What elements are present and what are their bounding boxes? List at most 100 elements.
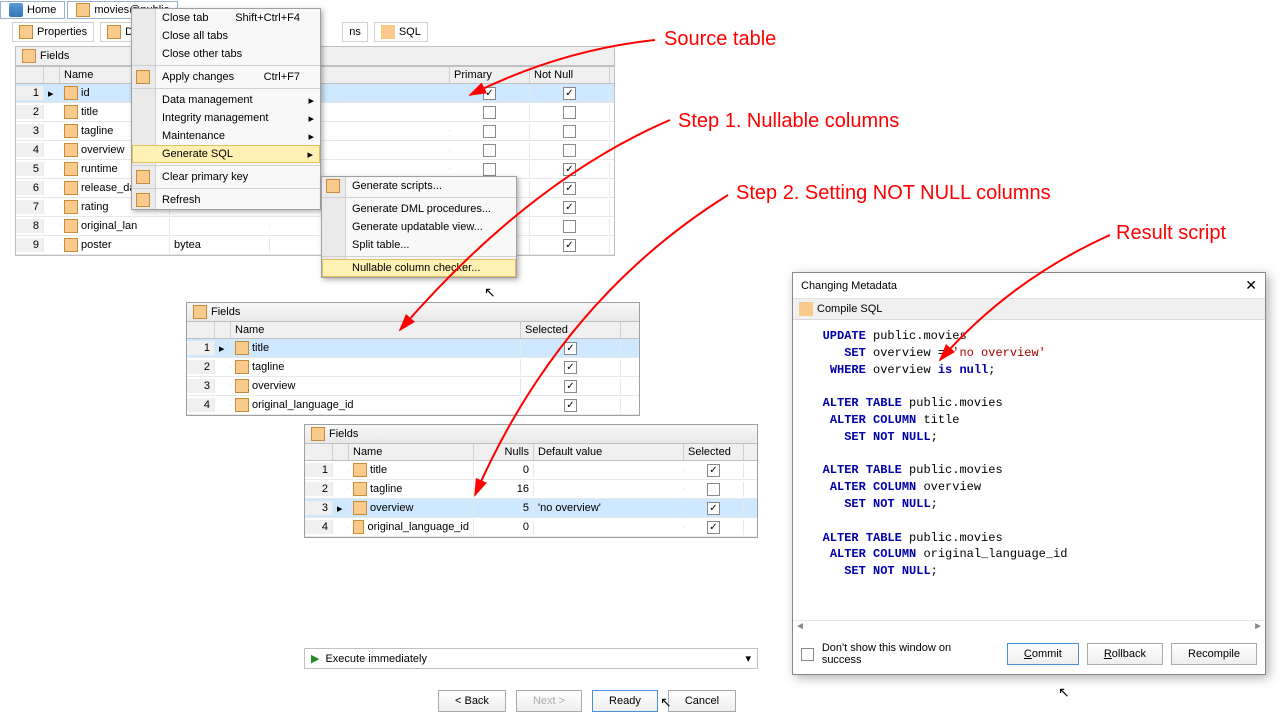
sql-text-area[interactable]: UPDATE public.movies SET overview = 'no … bbox=[793, 320, 1265, 620]
table-row[interactable]: 2 tagline16 bbox=[305, 480, 757, 499]
column-icon bbox=[64, 238, 78, 252]
primary-checkbox[interactable] bbox=[483, 125, 496, 138]
dropdown-icon[interactable]: ▾ bbox=[745, 652, 751, 665]
scroll-left-icon[interactable]: ◄ bbox=[795, 621, 805, 632]
s2-name-header[interactable]: Name bbox=[349, 444, 474, 460]
column-icon bbox=[64, 162, 78, 176]
menu-item[interactable]: Apply changesCtrl+F7 bbox=[132, 68, 320, 86]
notnull-checkbox[interactable] bbox=[563, 125, 576, 138]
primary-checkbox[interactable] bbox=[483, 106, 496, 119]
compile-sql-button[interactable]: Compile SQL bbox=[817, 303, 882, 315]
notnull-checkbox[interactable] bbox=[563, 182, 576, 195]
annotation-step2: Step 2. Setting NOT NULL columns bbox=[736, 182, 1051, 205]
menu-item[interactable]: Close all tabs bbox=[132, 27, 320, 45]
dialog-title-text: Changing Metadata bbox=[801, 280, 897, 292]
dont-show-label: Don't show this window on success bbox=[822, 642, 991, 666]
selected-checkbox[interactable] bbox=[707, 483, 720, 496]
column-icon bbox=[235, 341, 249, 355]
fields-icon bbox=[193, 305, 207, 319]
dialog-toolbar: Compile SQL bbox=[793, 299, 1265, 320]
dont-show-checkbox[interactable] bbox=[801, 648, 814, 661]
table-row[interactable]: 1 title0 bbox=[305, 461, 757, 480]
home-tab[interactable]: Home bbox=[0, 1, 65, 19]
close-icon[interactable]: ✕ bbox=[1245, 277, 1257, 294]
s2-default-header[interactable]: Default value bbox=[534, 444, 684, 460]
menu-item[interactable]: Close other tabs bbox=[132, 45, 320, 63]
s1-name-header[interactable]: Name bbox=[231, 322, 521, 338]
table-row[interactable]: 8original_lan bbox=[16, 217, 614, 236]
ready-button[interactable]: Ready bbox=[592, 690, 658, 712]
s1-selected-header[interactable]: Selected bbox=[521, 322, 621, 338]
table-row[interactable]: 4 original_language_id bbox=[187, 396, 639, 415]
notnull-checkbox[interactable] bbox=[563, 144, 576, 157]
menu-item[interactable]: Close tabShift+Ctrl+F4 bbox=[132, 9, 320, 27]
scroll-right-icon[interactable]: ► bbox=[1253, 621, 1263, 632]
menu-item[interactable]: Maintenance▸ bbox=[132, 127, 320, 145]
menu-item[interactable]: Generate updatable view... bbox=[322, 218, 516, 236]
props-icon bbox=[19, 25, 33, 39]
home-tab-label: Home bbox=[27, 4, 56, 16]
menu-item[interactable]: Data management▸ bbox=[132, 91, 320, 109]
table-row[interactable]: 3▸ overview5'no overview' bbox=[305, 499, 757, 518]
notnull-checkbox[interactable] bbox=[563, 163, 576, 176]
primary-checkbox[interactable] bbox=[483, 87, 496, 100]
selected-checkbox[interactable] bbox=[564, 399, 577, 412]
context-menu: Close tabShift+Ctrl+F4Close all tabsClos… bbox=[131, 8, 321, 210]
menu-item[interactable]: Integrity management▸ bbox=[132, 109, 320, 127]
recompile-button[interactable]: Recompile bbox=[1171, 643, 1257, 665]
menu-item[interactable]: Clear primary key bbox=[132, 168, 320, 186]
selected-checkbox[interactable] bbox=[564, 342, 577, 355]
s2-selected-header[interactable]: Selected bbox=[684, 444, 744, 460]
selected-checkbox[interactable] bbox=[564, 361, 577, 374]
column-icon bbox=[64, 86, 78, 100]
execute-bar[interactable]: ▶ Execute immediately ▾ bbox=[304, 648, 758, 669]
selected-checkbox[interactable] bbox=[707, 464, 720, 477]
menu-item[interactable]: Generate scripts... bbox=[322, 177, 516, 195]
notnull-checkbox[interactable] bbox=[563, 239, 576, 252]
rollback-button[interactable]: Rollback bbox=[1087, 643, 1163, 665]
column-icon bbox=[64, 181, 78, 195]
column-icon bbox=[353, 520, 364, 534]
table-row[interactable]: 9posterbytea bbox=[16, 236, 614, 255]
primary-checkbox[interactable] bbox=[483, 144, 496, 157]
extra-tab[interactable]: ns bbox=[342, 22, 368, 42]
notnull-checkbox[interactable] bbox=[563, 106, 576, 119]
commit-button[interactable]: Commit bbox=[1007, 643, 1079, 665]
menu-item[interactable]: Split table... bbox=[322, 236, 516, 254]
notnull-checkbox[interactable] bbox=[563, 87, 576, 100]
column-icon bbox=[353, 463, 367, 477]
selected-checkbox[interactable] bbox=[564, 380, 577, 393]
col-notnull-header[interactable]: Not Null bbox=[530, 67, 610, 83]
table-row[interactable]: 4 original_language_id0 bbox=[305, 518, 757, 537]
column-icon bbox=[235, 360, 249, 374]
compile-icon bbox=[799, 302, 813, 316]
selected-checkbox[interactable] bbox=[707, 521, 720, 534]
col-primary-header[interactable]: Primary bbox=[450, 67, 530, 83]
next-button: Next > bbox=[516, 690, 582, 712]
cursor-icon: ↖ bbox=[484, 284, 496, 302]
notnull-checkbox[interactable] bbox=[563, 201, 576, 214]
primary-checkbox[interactable] bbox=[483, 163, 496, 176]
properties-tab[interactable]: Properties bbox=[12, 22, 94, 42]
menu-item[interactable]: Nullable column checker... bbox=[322, 259, 516, 277]
column-icon bbox=[353, 482, 367, 496]
selected-checkbox[interactable] bbox=[707, 502, 720, 515]
menu-item[interactable]: Refresh bbox=[132, 191, 320, 209]
notnull-checkbox[interactable] bbox=[563, 220, 576, 233]
table-row[interactable]: 3 overview bbox=[187, 377, 639, 396]
menu-item[interactable]: Generate DML procedures... bbox=[322, 200, 516, 218]
back-button[interactable]: < Back bbox=[438, 690, 506, 712]
step2-panel: Fields Name Nulls Default value Selected… bbox=[304, 424, 758, 538]
metadata-dialog: Changing Metadata ✕ Compile SQL UPDATE p… bbox=[792, 272, 1266, 675]
table-row[interactable]: 2 tagline bbox=[187, 358, 639, 377]
fields-icon bbox=[22, 49, 36, 63]
menu-item[interactable]: Generate SQL▸ bbox=[132, 145, 320, 163]
table-row[interactable]: 1▸ title bbox=[187, 339, 639, 358]
step1-panel: Fields Name Selected 1▸ title2 tagline3 … bbox=[186, 302, 640, 416]
s2-nulls-header[interactable]: Nulls bbox=[474, 444, 534, 460]
sql-tab[interactable]: SQL bbox=[374, 22, 428, 42]
column-icon bbox=[235, 379, 249, 393]
column-icon bbox=[64, 200, 78, 214]
column-icon bbox=[64, 143, 78, 157]
cancel-button[interactable]: Cancel bbox=[668, 690, 736, 712]
